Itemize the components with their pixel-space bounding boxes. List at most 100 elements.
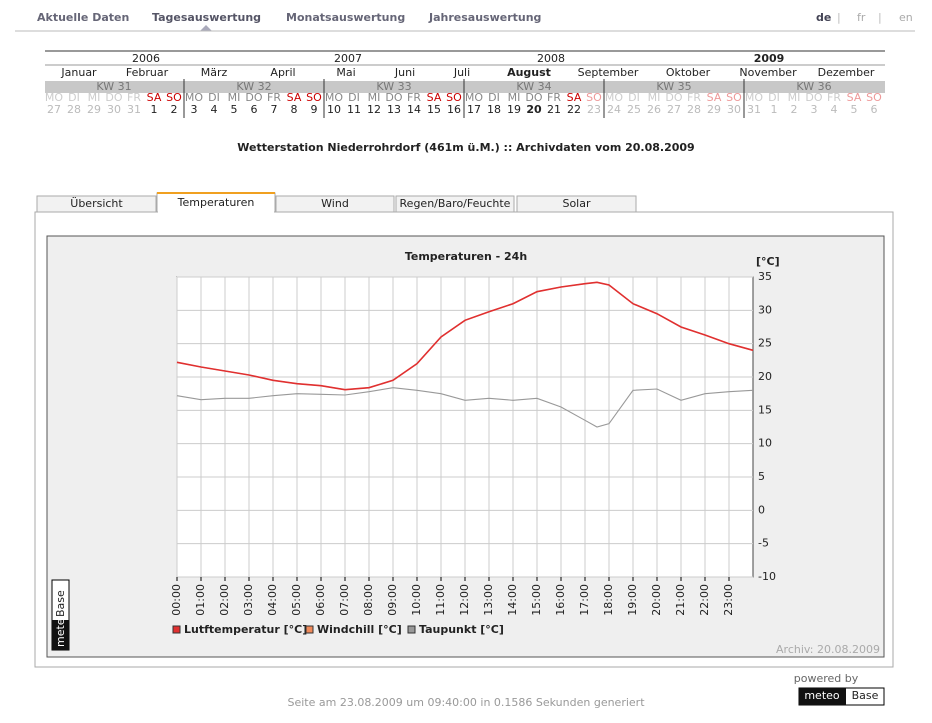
day[interactable]: 17 bbox=[467, 103, 481, 116]
logo-text: meteo bbox=[54, 611, 67, 647]
weekday: SO bbox=[586, 91, 602, 104]
day[interactable]: 7 bbox=[271, 103, 278, 116]
weekday: SO bbox=[866, 91, 882, 104]
month[interactable]: Juli bbox=[453, 66, 470, 79]
tab-label[interactable]: Regen/Baro/Feuchte bbox=[400, 197, 511, 210]
powered-by: powered by bbox=[794, 672, 859, 685]
week-label[interactable]: KW 33 bbox=[376, 80, 411, 93]
day: 30 bbox=[727, 103, 741, 116]
nav-link[interactable]: Monatsauswertung bbox=[286, 11, 405, 24]
language-link[interactable]: fr bbox=[857, 11, 866, 24]
x-tick-label: 17:00 bbox=[578, 584, 591, 616]
legend-label: Taupunkt [°C] bbox=[419, 623, 504, 636]
tab-label[interactable]: Temperaturen bbox=[177, 196, 255, 209]
week-label[interactable]: KW 35 bbox=[656, 80, 691, 93]
nav-link[interactable]: Jahresauswertung bbox=[428, 11, 541, 24]
weekday: FR bbox=[687, 91, 701, 104]
tab[interactable] bbox=[516, 195, 637, 213]
y-tick-label: 30 bbox=[758, 303, 772, 316]
day[interactable]: 19 bbox=[507, 103, 521, 116]
day[interactable]: 4 bbox=[211, 103, 218, 116]
day[interactable]: 21 bbox=[547, 103, 561, 116]
tab-label[interactable]: Solar bbox=[562, 197, 591, 210]
weekday: MO bbox=[465, 91, 483, 104]
weekday: MO bbox=[605, 91, 623, 104]
day: 31 bbox=[747, 103, 761, 116]
language-link[interactable]: en bbox=[899, 11, 913, 24]
tab[interactable] bbox=[36, 195, 157, 213]
day[interactable]: 9 bbox=[311, 103, 318, 116]
tab-label[interactable]: Wind bbox=[321, 197, 349, 210]
day[interactable]: 6 bbox=[251, 103, 258, 116]
day: 31 bbox=[127, 103, 141, 116]
day: 27 bbox=[47, 103, 61, 116]
month[interactable]: März bbox=[201, 66, 228, 79]
day[interactable]: 22 bbox=[567, 103, 581, 116]
week-label[interactable]: KW 31 bbox=[96, 80, 131, 93]
month[interactable]: Februar bbox=[126, 66, 169, 79]
week-label[interactable]: KW 32 bbox=[236, 80, 271, 93]
weekday: DI bbox=[68, 91, 80, 104]
year[interactable]: 2007 bbox=[334, 52, 362, 65]
day[interactable]: 10 bbox=[327, 103, 341, 116]
month[interactable]: Januar bbox=[60, 66, 97, 79]
nav-link[interactable]: Aktuelle Daten bbox=[37, 11, 129, 24]
weekday: DI bbox=[488, 91, 500, 104]
month[interactable]: November bbox=[739, 66, 797, 79]
weekday: MO bbox=[185, 91, 203, 104]
tab[interactable] bbox=[395, 195, 515, 213]
day[interactable]: 3 bbox=[191, 103, 198, 116]
year[interactable]: 2008 bbox=[537, 52, 565, 65]
language-separator: | bbox=[837, 11, 841, 24]
month[interactable]: September bbox=[578, 66, 639, 79]
day[interactable]: 20 bbox=[526, 103, 542, 116]
month[interactable]: Mai bbox=[336, 66, 355, 79]
month[interactable]: August bbox=[507, 66, 551, 79]
language-link[interactable]: de bbox=[816, 11, 831, 24]
footer: Seite am 23.08.2009 um 09:40:00 in 0.158… bbox=[287, 696, 645, 709]
day[interactable]: 16 bbox=[447, 103, 461, 116]
nav-link[interactable]: Tagesauswertung bbox=[152, 11, 261, 24]
day[interactable]: 8 bbox=[291, 103, 298, 116]
day: 29 bbox=[707, 103, 721, 116]
day: 26 bbox=[647, 103, 661, 116]
month[interactable]: Dezember bbox=[818, 66, 875, 79]
x-tick-label: 02:00 bbox=[218, 584, 231, 616]
weekday: SA bbox=[427, 91, 442, 104]
logo-dark bbox=[52, 620, 69, 650]
day[interactable]: 2 bbox=[171, 103, 178, 116]
day[interactable]: 1 bbox=[151, 103, 158, 116]
day[interactable]: 15 bbox=[427, 103, 441, 116]
day[interactable]: 5 bbox=[231, 103, 238, 116]
tab-label[interactable]: Übersicht bbox=[70, 197, 123, 210]
weekday: DO bbox=[665, 91, 682, 104]
year[interactable]: 2006 bbox=[132, 52, 160, 65]
legend-swatch bbox=[172, 625, 181, 634]
x-tick-label: 18:00 bbox=[602, 584, 615, 616]
tab[interactable] bbox=[275, 195, 395, 213]
month[interactable]: April bbox=[270, 66, 295, 79]
x-tick-label: 12:00 bbox=[458, 584, 471, 616]
series-line bbox=[176, 281, 754, 391]
weekday: FR bbox=[407, 91, 421, 104]
day[interactable]: 11 bbox=[347, 103, 361, 116]
weekday: FR bbox=[827, 91, 841, 104]
day[interactable]: 18 bbox=[487, 103, 501, 116]
month[interactable]: Oktober bbox=[666, 66, 711, 79]
x-tick-label: 00:00 bbox=[170, 584, 183, 616]
weekday: MI bbox=[788, 91, 801, 104]
x-tick-label: 01:00 bbox=[194, 584, 207, 616]
day[interactable]: 12 bbox=[367, 103, 381, 116]
y-label: [°C] bbox=[756, 255, 780, 268]
year[interactable]: 2009 bbox=[754, 52, 785, 65]
day[interactable]: 14 bbox=[407, 103, 421, 116]
weekday: MI bbox=[88, 91, 101, 104]
day[interactable]: 13 bbox=[387, 103, 401, 116]
month[interactable]: Juni bbox=[394, 66, 415, 79]
x-tick-label: 23:00 bbox=[722, 584, 735, 616]
weekday: SO bbox=[446, 91, 462, 104]
week-label[interactable]: KW 36 bbox=[796, 80, 831, 93]
week-label[interactable]: KW 34 bbox=[516, 80, 551, 93]
weekday: SO bbox=[306, 91, 322, 104]
